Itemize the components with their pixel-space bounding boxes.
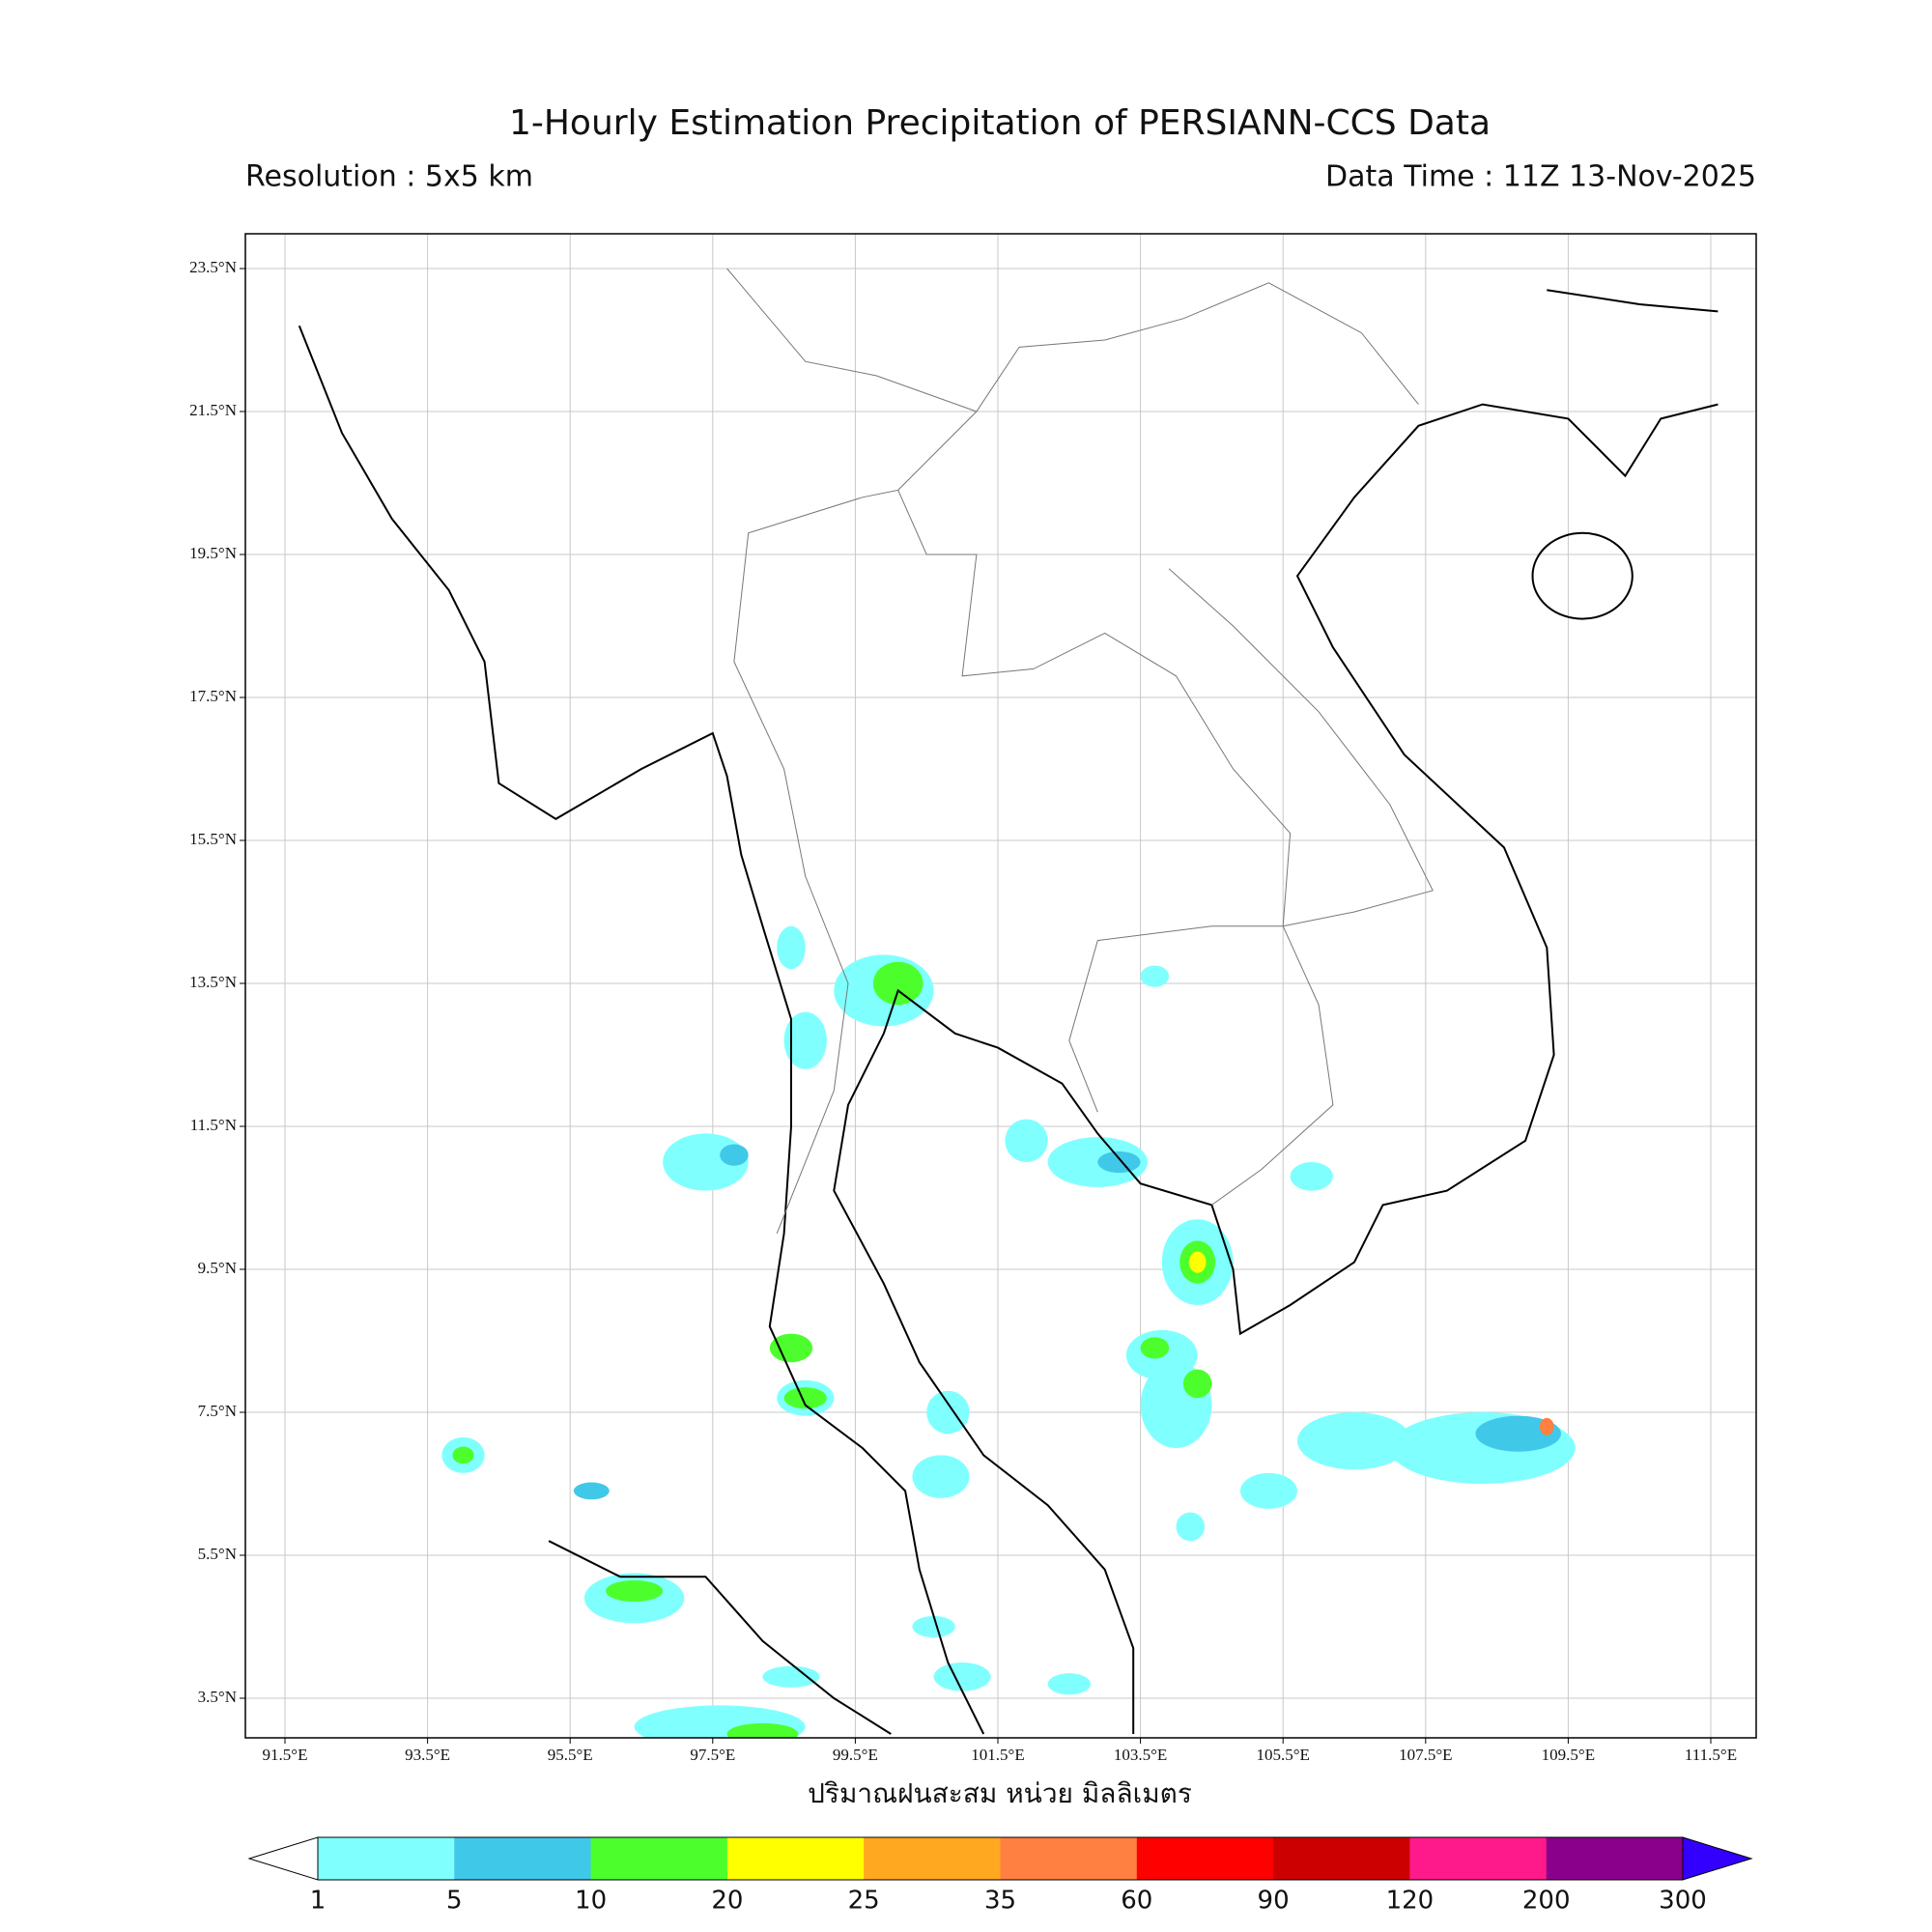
rain-area bbox=[720, 1144, 749, 1166]
colorbar: 1 5 10 20 25 35 60 90 120 200 300 bbox=[247, 1836, 1753, 1916]
rain-area bbox=[933, 1662, 991, 1691]
border bbox=[726, 268, 978, 412]
rain-area bbox=[762, 1665, 820, 1688]
lat-label: 15.5°N bbox=[189, 830, 237, 848]
colorbar-segment bbox=[1546, 1837, 1684, 1880]
colorbar-segment bbox=[864, 1837, 1001, 1880]
lon-label: 93.5°E bbox=[405, 1746, 450, 1764]
lon-label: 91.5°E bbox=[263, 1746, 308, 1764]
colorbar-label: 90 bbox=[1258, 1887, 1290, 1916]
title: 1-Hourly Estimation Precipitation of PER… bbox=[509, 103, 1491, 143]
colorbar-label: 200 bbox=[1522, 1887, 1571, 1916]
lon-label: 107.5°E bbox=[1399, 1746, 1452, 1764]
rain-area bbox=[1475, 1415, 1562, 1452]
lon-label: 101.5°E bbox=[971, 1746, 1024, 1764]
lon-label: 103.5°E bbox=[1114, 1746, 1167, 1764]
rain-area bbox=[926, 1390, 970, 1435]
lon-label: 97.5°E bbox=[690, 1746, 735, 1764]
colorbar-segment bbox=[1136, 1837, 1274, 1880]
coastline bbox=[298, 325, 985, 1735]
rain-area bbox=[1290, 1162, 1333, 1191]
lat-label: 17.5°N bbox=[189, 687, 237, 705]
lat-label: 23.5°N bbox=[189, 258, 237, 276]
rain-area bbox=[606, 1579, 664, 1603]
lon-label: 95.5°E bbox=[548, 1746, 593, 1764]
rain-area bbox=[452, 1446, 474, 1464]
rain-area bbox=[1239, 1472, 1297, 1509]
lat-label: 11.5°N bbox=[190, 1116, 237, 1134]
rain-area bbox=[783, 1387, 827, 1409]
map-area bbox=[245, 234, 1756, 1738]
colorbar-segment bbox=[1273, 1837, 1410, 1880]
colorbar-under bbox=[247, 1836, 319, 1881]
colorbar-label: 20 bbox=[711, 1887, 743, 1916]
lon-label: 105.5°E bbox=[1256, 1746, 1309, 1764]
border bbox=[733, 489, 1292, 1235]
coastline bbox=[1547, 289, 1719, 313]
rain-area bbox=[777, 925, 806, 970]
colorbar-segment bbox=[590, 1837, 728, 1880]
rain-area bbox=[1047, 1137, 1148, 1187]
lat-label: 21.5°N bbox=[189, 401, 237, 419]
coastline bbox=[833, 403, 1719, 1734]
rain-area bbox=[769, 1333, 813, 1363]
colorbar-label: 1 bbox=[310, 1887, 327, 1916]
colorbar-label: 300 bbox=[1659, 1887, 1707, 1916]
rain-area bbox=[1005, 1119, 1048, 1163]
resolution: Resolution : 5x5 km bbox=[245, 160, 533, 194]
rain-area bbox=[872, 961, 923, 1006]
rain-area bbox=[1296, 1412, 1412, 1470]
rain-area bbox=[1140, 965, 1170, 987]
border bbox=[1168, 568, 1434, 1206]
colorbar-segment bbox=[1000, 1837, 1138, 1880]
colorbar-segment bbox=[454, 1837, 592, 1880]
lat-label: 9.5°N bbox=[198, 1259, 237, 1277]
axis-label: ปริมาณฝนสะสม หน่วย มิลลิเมตร bbox=[808, 1777, 1192, 1809]
rain-area bbox=[912, 1615, 955, 1638]
rain-area bbox=[1182, 1369, 1212, 1399]
rain-area bbox=[1176, 1512, 1206, 1542]
colorbar-label: 60 bbox=[1121, 1887, 1152, 1916]
coastline bbox=[548, 1540, 892, 1735]
rain-area bbox=[1140, 1337, 1170, 1359]
colorbar-label: 35 bbox=[984, 1887, 1016, 1916]
colorbar-label: 25 bbox=[848, 1887, 880, 1916]
rain-area bbox=[912, 1455, 970, 1498]
lat-label: 3.5°N bbox=[198, 1688, 237, 1706]
lon-label: 111.5°E bbox=[1685, 1746, 1737, 1764]
lat-label: 19.5°N bbox=[189, 544, 237, 562]
data-time: Data Time : 11Z 13-Nov-2025 bbox=[1325, 160, 1756, 194]
colorbar-over bbox=[1682, 1836, 1753, 1881]
rain-area bbox=[1097, 1151, 1141, 1174]
border bbox=[897, 282, 1419, 491]
rain-area bbox=[1539, 1417, 1554, 1435]
colorbar-segment bbox=[726, 1837, 865, 1880]
lon-label: 99.5°E bbox=[833, 1746, 878, 1764]
colorbar-label: 5 bbox=[446, 1887, 463, 1916]
colorbar-label: 10 bbox=[575, 1887, 607, 1916]
colorbar-segment bbox=[1409, 1837, 1548, 1880]
rain-area bbox=[1188, 1251, 1207, 1273]
map-frame bbox=[244, 233, 1757, 1739]
colorbar-label: 120 bbox=[1386, 1887, 1435, 1916]
lon-label: 109.5°E bbox=[1542, 1746, 1595, 1764]
rain-area bbox=[573, 1482, 610, 1500]
colorbar-segment bbox=[318, 1837, 455, 1880]
lat-label: 7.5°N bbox=[198, 1402, 237, 1420]
lat-label: 5.5°N bbox=[198, 1545, 237, 1563]
colorbar-frame bbox=[317, 1836, 1684, 1881]
rain-area bbox=[1047, 1673, 1091, 1695]
coastline bbox=[1531, 531, 1634, 620]
rain-area bbox=[783, 1011, 827, 1069]
rain-area bbox=[726, 1722, 799, 1738]
lat-label: 13.5°N bbox=[189, 973, 237, 991]
